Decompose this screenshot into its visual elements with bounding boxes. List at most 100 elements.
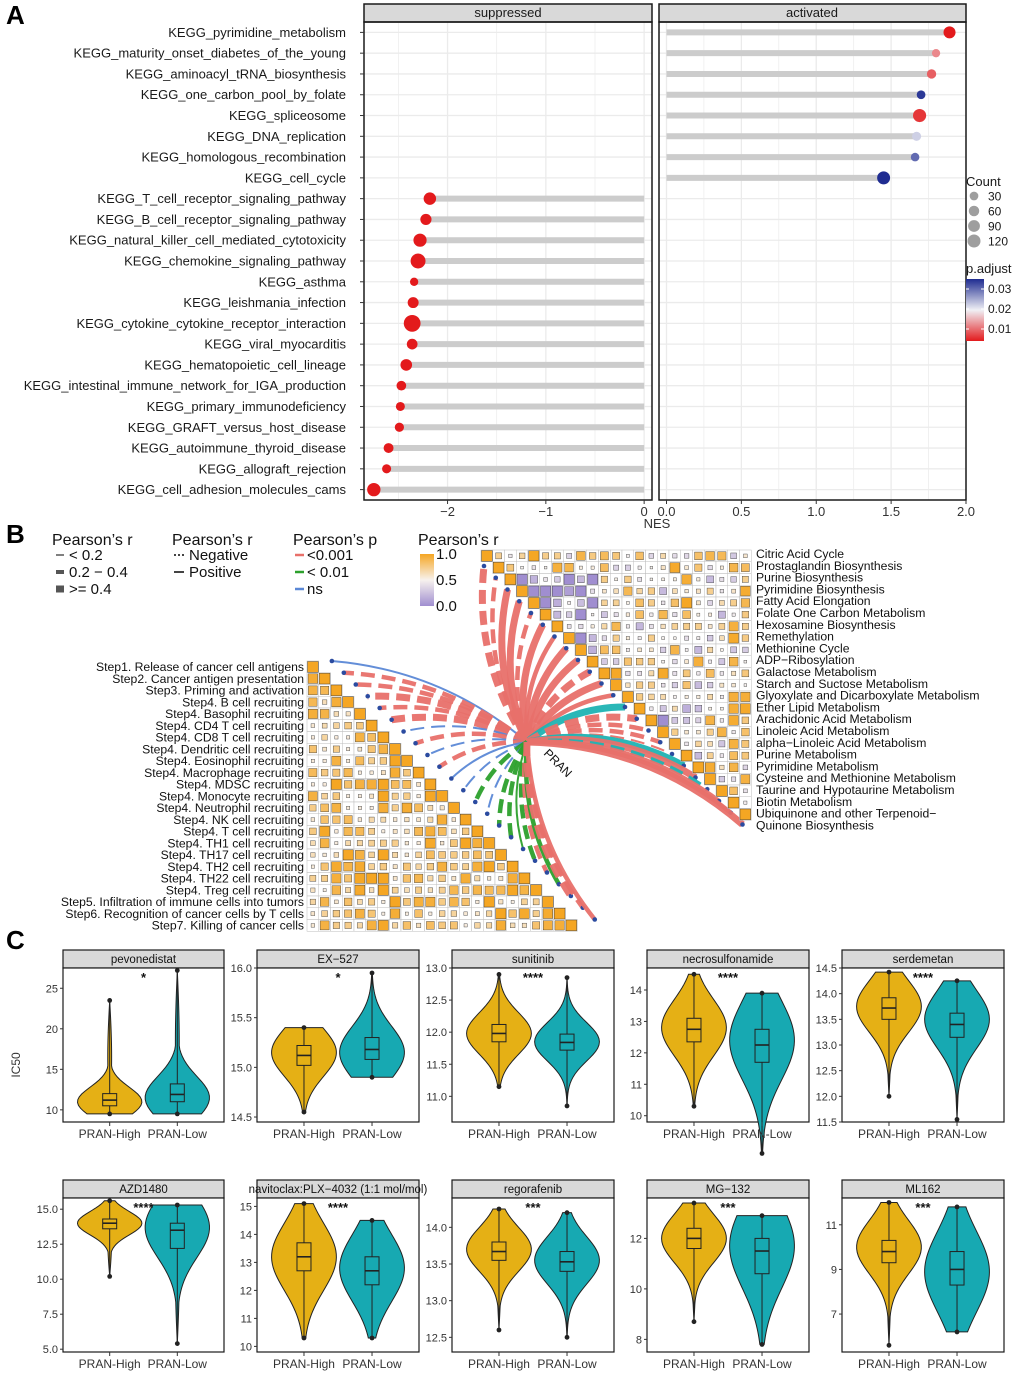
b-heat-cell [669, 562, 681, 573]
c-violin-panel: regorafenib 12.5 13.0 13.5 14.0 PRAN-High PRAN… [426, 1179, 615, 1371]
b-heat-cell [402, 921, 411, 930]
b-heat-cell [740, 691, 751, 702]
b-heat-cell [706, 728, 714, 736]
b-immune-label: Step4. Monocyte recruiting [159, 789, 304, 803]
b-heat-cell [450, 921, 458, 930]
a-term-label: KEGG_intestinal_immune_network_for_IGA_p… [24, 378, 346, 393]
b-link-end [425, 752, 430, 758]
b-heat-cell [728, 632, 739, 644]
b-heat-cell [720, 648, 724, 652]
b-heat-cell [415, 863, 422, 870]
b-heat-cell [320, 897, 330, 907]
b-heat-cell [321, 875, 328, 882]
b-heat-cell [705, 762, 716, 773]
b-heat-cell [308, 791, 318, 801]
c-outlier [886, 969, 892, 975]
b-heat-cell [740, 774, 751, 784]
c-ytick-label: 5.0 [43, 1344, 58, 1356]
c-outlier [301, 1201, 307, 1206]
b-heat-cell [647, 587, 655, 595]
b-heat-cell [310, 887, 316, 893]
b-heat-cell [483, 896, 495, 908]
b-heat-cell [510, 922, 516, 928]
b-heat-cell [695, 623, 702, 630]
b-heat-cell [367, 745, 376, 753]
b-heat-cell [612, 552, 620, 560]
b-heat-cell [731, 588, 736, 594]
b-heat-cell [507, 873, 518, 884]
b-heat-cell [731, 683, 736, 688]
b-heat-cell [354, 861, 365, 872]
b-heat-cell [390, 767, 401, 778]
legend-p-label-0: <0.001 [307, 547, 353, 564]
b-heat-cell [332, 768, 341, 777]
b-heat-cell [344, 874, 352, 883]
a-tick-label-act: 0.0 [657, 504, 675, 519]
b-heat-cell [741, 611, 749, 619]
b-heat-cell [450, 863, 458, 871]
b-heat-cell [626, 601, 630, 605]
b-heat-cell [389, 896, 401, 908]
b-heat-cell [695, 717, 702, 724]
a-dot [926, 69, 937, 79]
facet-frame-activated [658, 21, 967, 501]
b-heat-cell [564, 563, 574, 573]
b-heat-cell [355, 756, 365, 766]
b-link-end [389, 717, 394, 723]
b-heat-cell [414, 909, 423, 918]
b-heat-cell [696, 671, 701, 676]
b-heat-cell [356, 922, 363, 929]
b-heat-cell [614, 577, 618, 582]
b-heat-cell [637, 647, 642, 652]
a-term-label: KEGG_cell_cycle [245, 170, 346, 185]
b-heat-cell [404, 841, 409, 846]
b-heat-cell [730, 599, 737, 607]
c-group-label: PRAN-High [79, 1357, 141, 1371]
b-link [391, 713, 529, 746]
a-dot [400, 359, 413, 371]
c-outlier [369, 1074, 375, 1080]
b-heat-cell [427, 816, 434, 823]
b-heat-cell [635, 598, 644, 607]
b-heat-cell [428, 911, 433, 916]
b-heat-cell [344, 722, 352, 730]
b-heat-cell [564, 586, 574, 596]
b-heat-cell [707, 635, 714, 642]
b-heat-cell [625, 636, 630, 641]
c-ytick-label: 13.0 [426, 1296, 447, 1308]
c-outlier [369, 1335, 375, 1341]
b-heat-cell [661, 683, 666, 688]
b-heat-cell [497, 863, 505, 871]
b-heat-cell [575, 585, 587, 597]
b-immune-label: Step7. Killing of cancer cells [152, 919, 304, 933]
b-heat-cell [321, 722, 328, 729]
c-box [949, 1251, 965, 1286]
c-significance: **** [133, 1200, 154, 1215]
b-heat-cell [346, 759, 350, 763]
b-heat-cell [552, 562, 563, 573]
b-heat-cell [495, 908, 507, 919]
c-violin-panel: ML162 7 9 11 PRAN-High PRAN-Low *** [826, 1179, 1005, 1371]
c-box [364, 1037, 380, 1060]
b-heat-cell [322, 758, 327, 763]
c-significance: * [335, 970, 341, 985]
b-heat-cell [682, 669, 691, 678]
a-dot [420, 213, 432, 226]
b-link-end [377, 705, 382, 711]
c-outlier [759, 1213, 765, 1219]
b-heat-cell [672, 588, 678, 594]
c-group-label: PRAN-High [468, 1357, 530, 1371]
b-heat-cell [719, 600, 725, 606]
b-link [526, 738, 745, 828]
b-heat-cell [730, 552, 737, 559]
c-drug-title: pevonedistat [111, 954, 177, 966]
b-link-end [365, 693, 371, 699]
b-link-end [669, 751, 675, 757]
a-term-label: KEGG_primary_immunodeficiency [147, 399, 347, 414]
b-heat-cell [578, 624, 584, 629]
b-heat-cell [719, 589, 724, 594]
legend-r-color-title: Pearson’s r [418, 532, 499, 549]
b-link-end [413, 740, 418, 746]
b-heat-cell [311, 735, 315, 740]
